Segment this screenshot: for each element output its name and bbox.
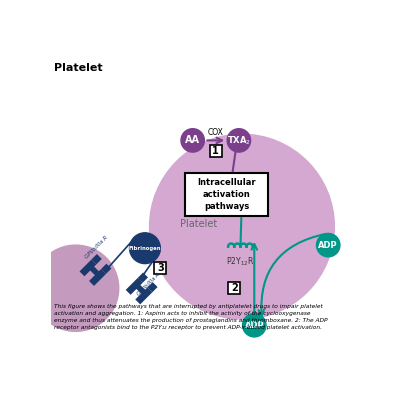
Text: AA: AA <box>185 135 200 146</box>
FancyArrowPatch shape <box>258 234 326 316</box>
Text: Intracellular
activation
pathways: Intracellular activation pathways <box>197 178 256 210</box>
Text: TXA$_2$: TXA$_2$ <box>227 134 251 147</box>
Text: This figure shows the pathways that are interrupted by antiplatelet drugs to imp: This figure shows the pathways that are … <box>54 304 328 330</box>
Text: COX: COX <box>208 128 224 137</box>
Circle shape <box>316 234 340 257</box>
Circle shape <box>150 134 334 319</box>
FancyBboxPatch shape <box>154 262 166 274</box>
Circle shape <box>242 314 266 337</box>
Circle shape <box>227 129 250 152</box>
Text: GPIIb/IIIa R: GPIIb/IIIa R <box>84 235 108 260</box>
FancyBboxPatch shape <box>185 173 268 216</box>
Text: P2Y$_{12}$R: P2Y$_{12}$R <box>226 256 254 268</box>
Text: 1: 1 <box>212 146 219 156</box>
Circle shape <box>181 129 204 152</box>
Text: GPIIb/IIIa R: GPIIb/IIIa R <box>136 272 161 297</box>
FancyBboxPatch shape <box>228 282 240 294</box>
Text: Fibrinogen: Fibrinogen <box>129 246 161 251</box>
Text: 3: 3 <box>157 263 164 273</box>
FancyBboxPatch shape <box>210 145 222 157</box>
Text: 2: 2 <box>231 283 238 293</box>
Text: Platelet: Platelet <box>180 218 218 228</box>
Text: ADP: ADP <box>318 241 338 250</box>
Circle shape <box>32 245 119 331</box>
Text: Platelet: Platelet <box>54 64 103 74</box>
Text: ADP: ADP <box>244 321 264 330</box>
Circle shape <box>130 233 160 264</box>
